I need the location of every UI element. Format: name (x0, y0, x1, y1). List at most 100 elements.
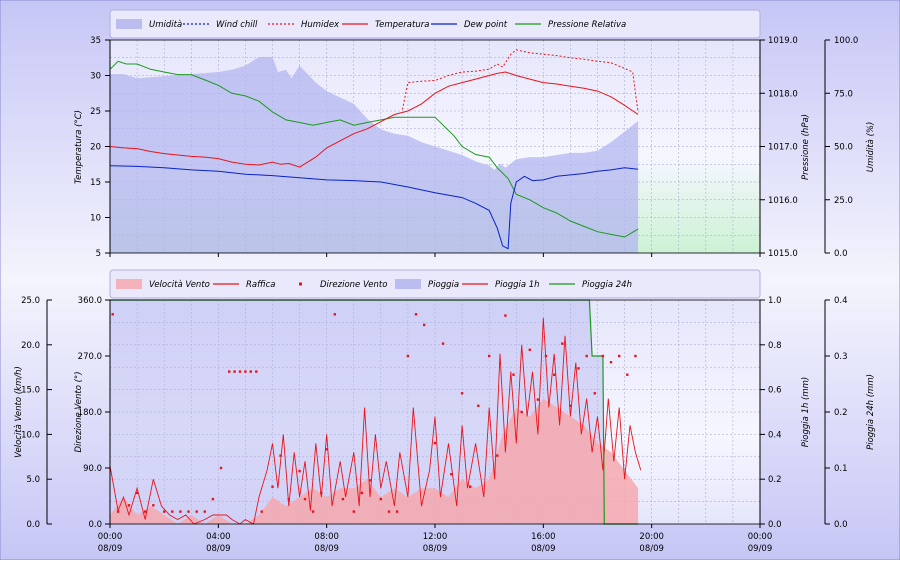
x-tick-time: 04:00 (206, 532, 231, 542)
wind-direction-point (585, 354, 588, 358)
pressure-line (109, 60, 639, 238)
wind-direction-point (163, 510, 166, 513)
legend-swatch (395, 279, 421, 289)
wind-direction-point (152, 504, 155, 507)
wind-direction-point (249, 370, 252, 373)
wind-direction-point (460, 392, 464, 395)
top-y-right2-tick: 100.0 (834, 36, 858, 46)
wind-direction-point (561, 342, 564, 345)
wind-direction-point (387, 510, 391, 513)
wind-direction-point (528, 348, 531, 351)
legend-label: Pressione Relativa (548, 20, 626, 30)
legend-label: Umidità (149, 20, 182, 30)
wind-direction-point (450, 473, 453, 476)
wind-direction-point (211, 497, 215, 501)
bottom-y-left-label: Velocità Vento (km/h) (14, 366, 24, 458)
dewpoint-line (109, 165, 639, 250)
wind-direction-point (325, 448, 328, 451)
top-y-left-label: Temperatura (°C) (74, 110, 84, 184)
legend-label: Temperatura (375, 20, 429, 30)
wind-direction-point (469, 485, 472, 488)
x-tick-time: 12:00 (423, 532, 448, 542)
legend-label: Wind chill (216, 20, 258, 30)
bottom-axis-ticks: 0.0 5.0 10.0 15.0 20.0 25.0 0.0 90.0 180.0 270.0 3… (21, 296, 847, 530)
x-tick-date: 09/09 (748, 544, 773, 554)
wind-direction-point (279, 454, 282, 457)
wind-direction-point (111, 313, 114, 316)
bottom-y-left2-tick: 90.0 (83, 464, 102, 474)
legend-label: Humidex (301, 20, 340, 30)
bottom-y-left2-tick: 270.0 (78, 352, 102, 362)
temperature-line (109, 71, 639, 168)
wind-direction-point (320, 491, 323, 495)
bottom-y-left-tick: 15.0 (21, 386, 40, 396)
bottom-y-left2-tick: 360.0 (78, 296, 102, 306)
bottom-y-left-tick: 0.0 (26, 520, 40, 530)
top-y-right2-tick: 50.0 (834, 143, 853, 153)
x-tick-time: 00:00 (748, 532, 773, 542)
wind-direction-point (520, 410, 523, 414)
top-y-left-tick: 15 (90, 178, 101, 188)
top-y-right2-tick: 0.0 (834, 249, 848, 259)
top-chart: 5 10 15 20 25 30 35 1015.0 1016.0 1017.0 1018.0 101… (74, 9, 876, 259)
legend-label: Velocità Vento (149, 280, 210, 290)
x-tick-date: 08/09 (314, 544, 339, 554)
wind-direction-point (496, 454, 499, 457)
x-tick-time: 08:00 (314, 532, 339, 542)
wind-speed-area (110, 398, 639, 524)
x-tick-date: 08/09 (206, 544, 231, 554)
bottom-y-left2-label: Direzione Vento (°) (74, 371, 84, 452)
legend-swatch (116, 19, 142, 29)
top-y-right1-tick: 1015.0 (768, 249, 798, 259)
wind-direction-point (593, 392, 596, 395)
top-series (109, 49, 639, 253)
top-y-right2-label: Umidità (%) (866, 122, 876, 173)
top-y-right1-label: Pressione (hPa) (801, 114, 811, 180)
bottom-legend: Velocità Vento Raffica Direzione Vento Piog… (116, 279, 632, 290)
bottom-y-right1-tick: 0.6 (768, 386, 782, 396)
x-tick-date: 08/09 (531, 544, 556, 554)
top-axis-ticks: 5 10 15 20 25 30 35 1015.0 1016.0 1017.0 1018.0 101… (90, 36, 858, 259)
top-y-left-tick: 35 (90, 36, 101, 46)
wind-direction-point (423, 323, 426, 327)
x-tick-time: 00:00 (98, 532, 123, 542)
wind-direction-point (360, 491, 364, 495)
x-tick-time: 16:00 (531, 532, 556, 542)
wind-direction-point (187, 510, 190, 513)
top-y-right1-tick: 1018.0 (768, 89, 798, 99)
top-y-right2-tick: 25.0 (834, 196, 853, 206)
top-y-left-tick: 20 (90, 143, 101, 153)
wind-direction-point (144, 510, 147, 513)
wind-direction-point (244, 370, 247, 373)
legend-swatch (116, 279, 142, 289)
wind-direction-point (553, 373, 556, 376)
bottom-y-right1-tick: 0.8 (768, 341, 782, 351)
bottom-y-right1-tick: 0.0 (768, 520, 782, 530)
x-tick-date: 08/09 (639, 544, 664, 554)
legend-label: Pioggia 1h (495, 280, 540, 290)
wind-direction-point (135, 491, 139, 495)
top-y-right2-tick: 75.0 (834, 89, 853, 99)
wind-direction-point (219, 466, 223, 470)
bottom-y-right2-label: Pioggia 24h (mm) (866, 374, 876, 450)
wind-direction-point (116, 510, 120, 513)
bottom-y-right2-tick: 0.3 (834, 352, 848, 362)
wind-direction-point (504, 314, 507, 317)
top-y-left-tick: 10 (90, 214, 101, 224)
wind-direction-point (341, 497, 345, 501)
wind-direction-point (311, 510, 315, 513)
wind-direction-point (536, 398, 540, 401)
wind-direction-point (414, 313, 418, 316)
top-legend: Umidità Wind chill Humidex Temperatura Dew p… (116, 19, 626, 30)
wind-direction-point (379, 497, 382, 501)
x-tick-date: 08/09 (98, 544, 123, 554)
gust-line (109, 317, 642, 525)
wind-direction-point (601, 354, 605, 358)
humidex-line (402, 49, 639, 113)
wind-direction-point (406, 354, 410, 358)
legend-label: Raffica (246, 280, 276, 290)
wind-direction-point (203, 510, 206, 513)
top-y-right1-tick: 1017.0 (768, 143, 798, 153)
